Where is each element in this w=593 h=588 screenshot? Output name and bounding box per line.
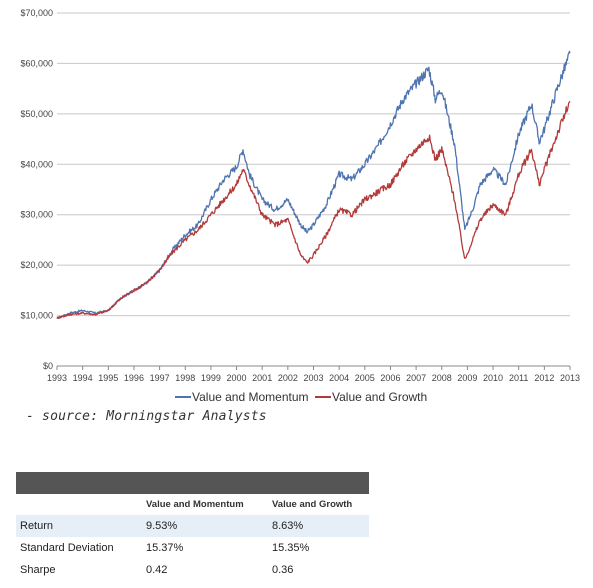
x-tick-label: 1998: [175, 373, 195, 383]
table-row: Standard Deviation 15.37% 15.35%: [16, 537, 369, 559]
grid-lines: [57, 12, 570, 367]
x-tick-label: 2009: [457, 373, 477, 383]
table-header-vm: Value and Momentum: [146, 499, 244, 510]
series-lines: [56, 50, 571, 319]
legend-label: Value and Momentum: [192, 390, 309, 404]
row-vg-value: 0.36: [272, 564, 294, 576]
row-vg-value: 15.35%: [272, 542, 310, 554]
legend-label: Value and Growth: [332, 390, 427, 404]
y-tick-label: $50,000: [20, 109, 53, 119]
table-header-bar: [16, 472, 369, 494]
x-tick-label: 2010: [483, 373, 503, 383]
table-row: Return 9.53% 8.63%: [16, 515, 369, 537]
x-tick-label: 2008: [432, 373, 452, 383]
line-chart: $0 $10,000 $20,000 $30,000 $40,000 $50,000 $60…: [20, 8, 580, 404]
table-header-row: Value and Momentum Value and Growth: [16, 494, 369, 515]
row-label: Sharpe: [20, 564, 56, 576]
row-label: Return: [16, 515, 142, 537]
x-tick-label: 2013: [560, 373, 580, 383]
row-label: Standard Deviation: [20, 542, 114, 554]
x-tick-label: 2000: [227, 373, 247, 383]
x-tick-label: 2007: [406, 373, 426, 383]
x-tick-label: 2001: [252, 373, 272, 383]
row-vg-value: 8.63%: [268, 515, 369, 537]
x-tick-label: 2012: [534, 373, 554, 383]
x-tick-label: 1994: [73, 373, 93, 383]
y-tick-label: $20,000: [20, 260, 53, 270]
y-tick-label: $60,000: [20, 58, 53, 68]
source-note: - source: Morningstar Analysts: [26, 409, 267, 424]
row-vm-value: 0.42: [146, 564, 168, 576]
y-tick-label: $30,000: [20, 210, 53, 220]
axes: $0 $10,000 $20,000 $30,000 $40,000 $50,000 $60…: [20, 8, 580, 383]
x-tick-label: 2011: [509, 373, 528, 383]
series-line-value-and-momentum: [56, 50, 571, 319]
y-tick-label: $10,000: [20, 311, 53, 321]
x-tick-label: 1999: [201, 373, 221, 383]
chart-area: $0 $10,000 $20,000 $30,000 $40,000 $50,000 $60…: [20, 8, 580, 404]
x-tick-label: 1996: [124, 373, 144, 383]
y-tick-label: $70,000: [20, 8, 53, 18]
stats-table: Value and Momentum Value and Growth Retu…: [16, 472, 369, 581]
row-vm-value: 15.37%: [146, 542, 184, 554]
legend: Value and Momentum Value and Growth: [175, 390, 427, 404]
series-line-value-and-growth: [56, 100, 571, 319]
x-tick-label: 2003: [303, 373, 323, 383]
x-tick-label: 1997: [150, 373, 170, 383]
x-tick-label: 2005: [355, 373, 375, 383]
y-tick-label: $0: [43, 361, 53, 371]
table-header-vg: Value and Growth: [272, 499, 353, 510]
row-vm-value: 9.53%: [142, 515, 268, 537]
x-tick-label: 2004: [329, 373, 349, 383]
y-tick-label: $40,000: [20, 159, 53, 169]
table-row: Sharpe 0.42 0.36: [16, 559, 369, 581]
table-header-label: [16, 494, 142, 515]
x-tick-label: 2002: [278, 373, 298, 383]
x-tick-label: 1995: [98, 373, 118, 383]
x-tick-label: 1993: [47, 373, 67, 383]
x-tick-label: 2006: [380, 373, 400, 383]
